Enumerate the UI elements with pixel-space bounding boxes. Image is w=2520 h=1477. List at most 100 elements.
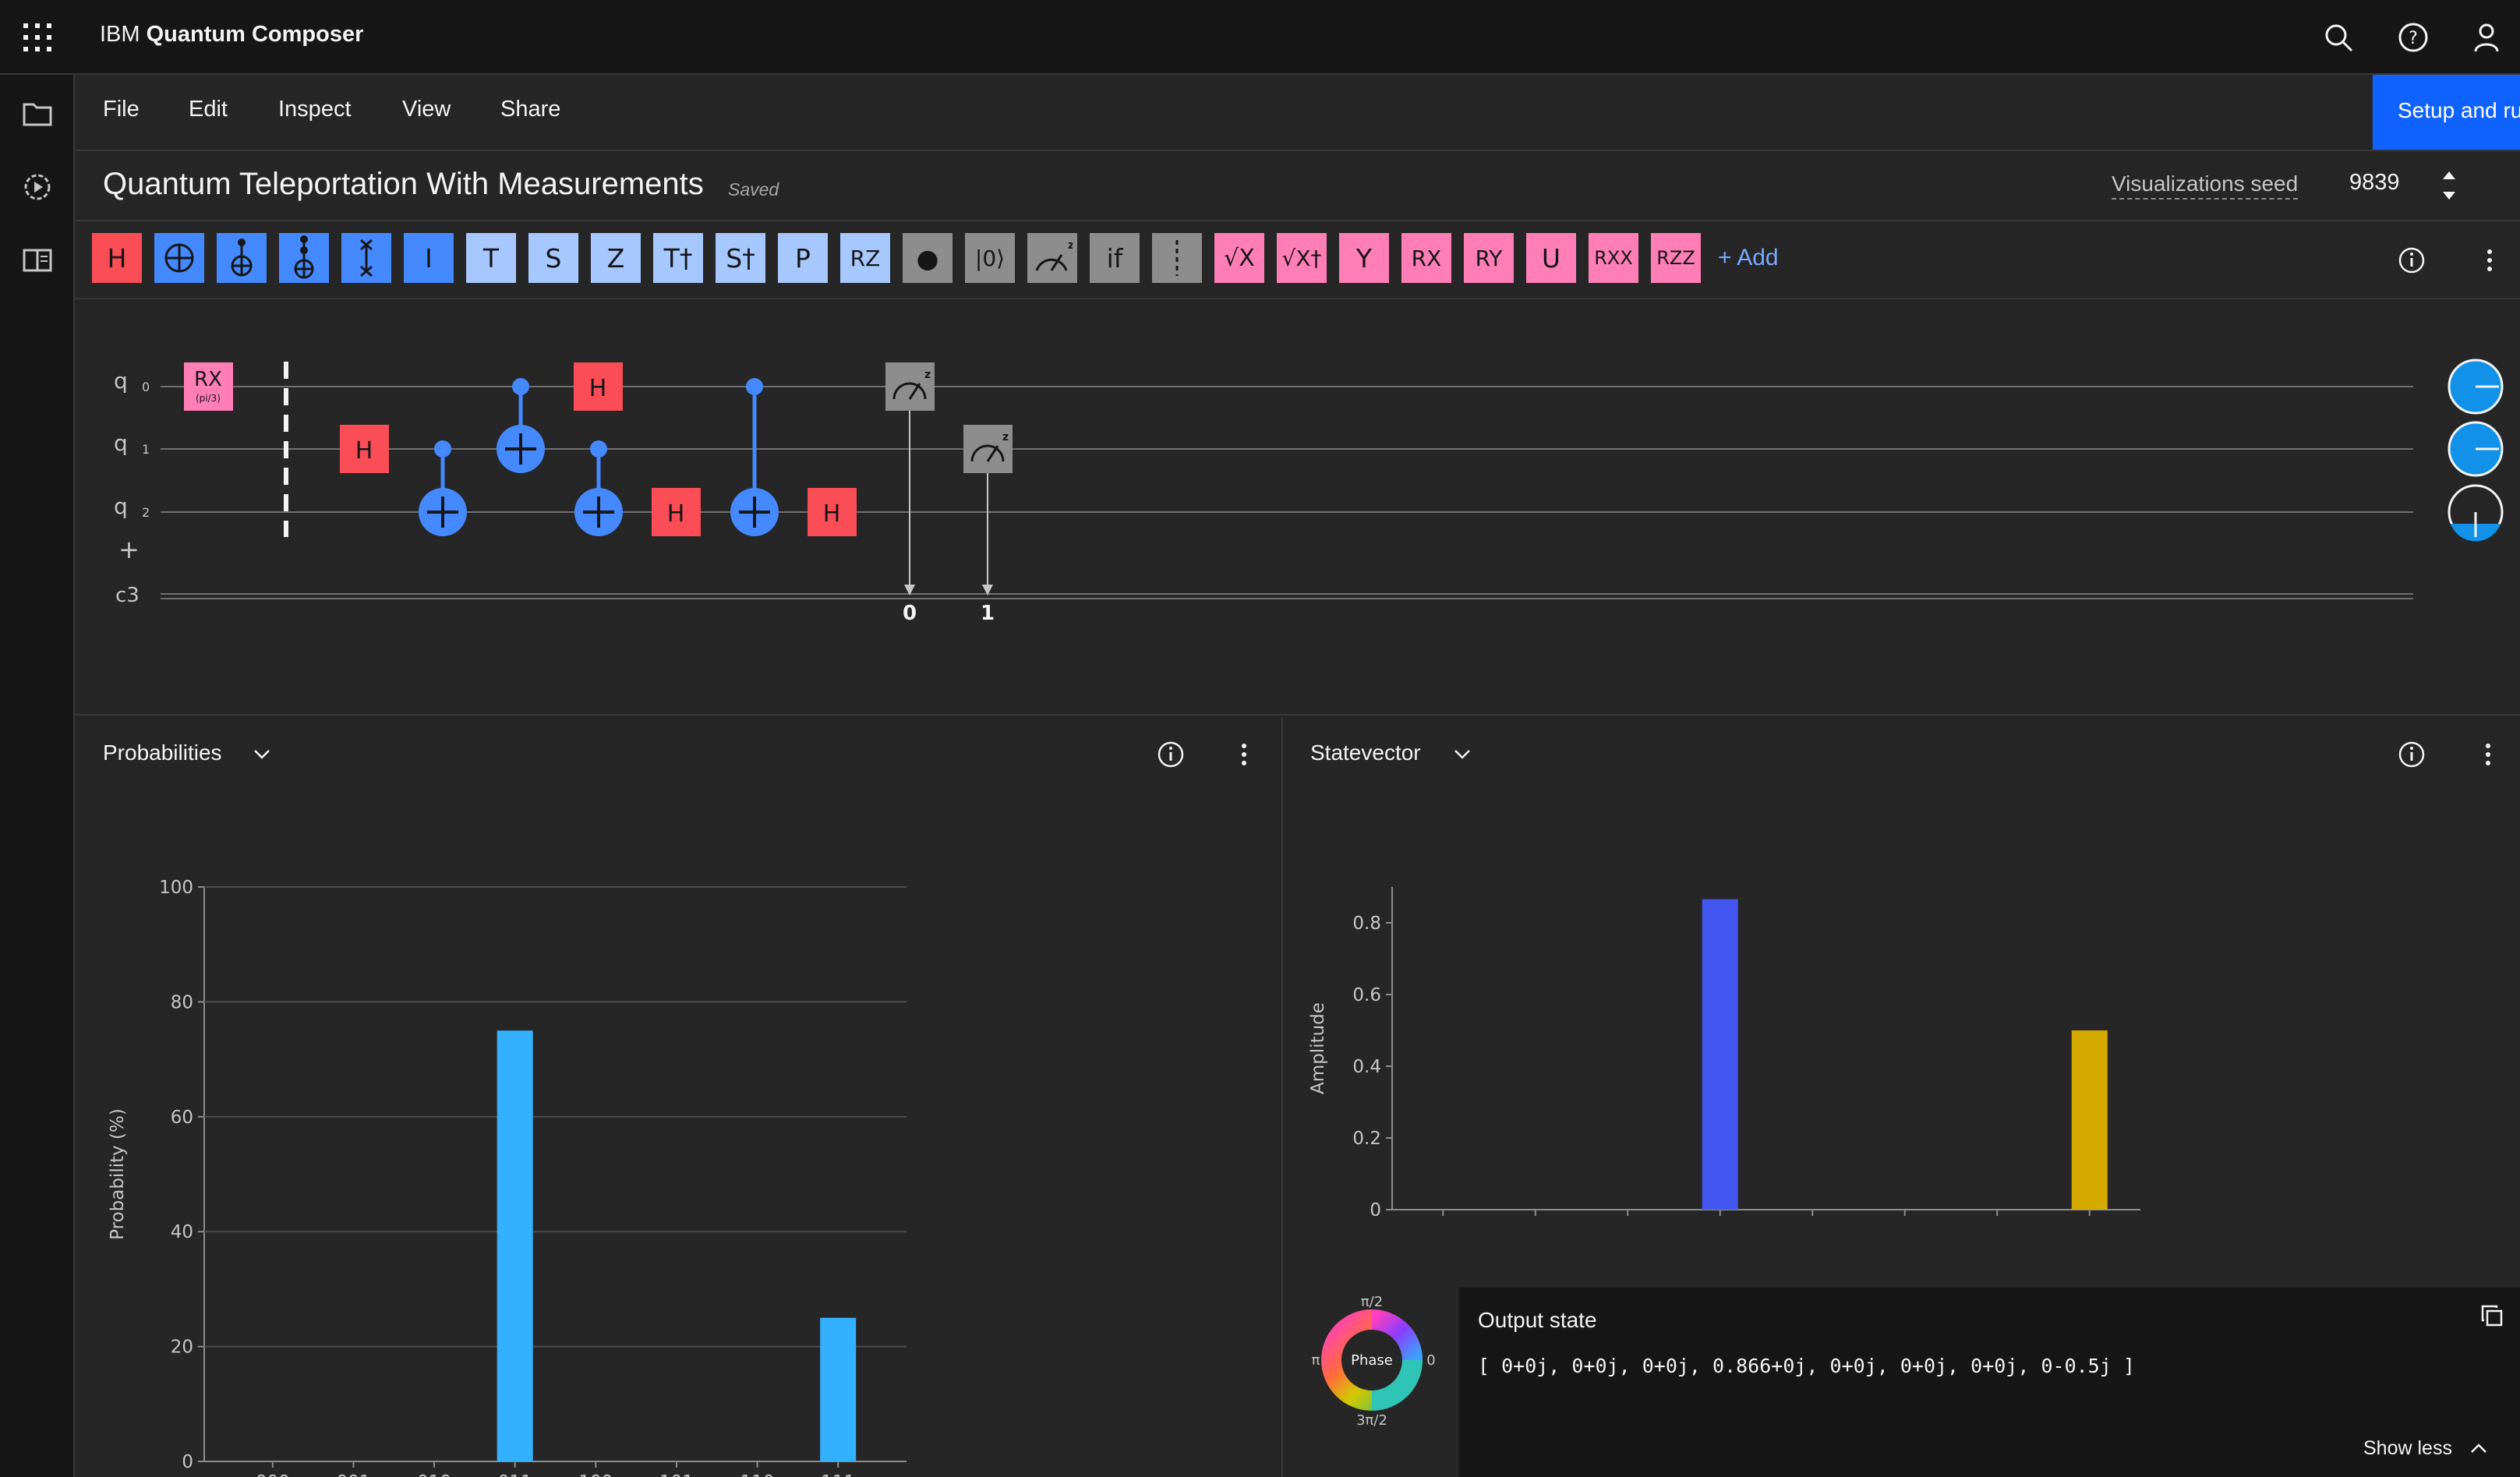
qubit-label-0: q — [114, 368, 128, 394]
y-tick-label: 20 — [171, 1337, 193, 1358]
gate-z[interactable]: Z — [591, 233, 641, 283]
circuit-cx4-control — [746, 378, 763, 395]
circuit-cx2-control — [512, 378, 529, 395]
gate-y[interactable]: Y — [1339, 233, 1389, 283]
top-header: IBM Quantum Composer ? — [0, 0, 2520, 75]
search-icon[interactable] — [2321, 20, 2356, 55]
overflow-menu-icon[interactable] — [2474, 245, 2505, 276]
app-switcher-icon[interactable] — [22, 22, 53, 53]
copy-icon[interactable] — [2479, 1303, 2504, 1328]
probabilities-chart: 020406080100000001010011100101110111Comp… — [108, 878, 907, 1477]
help-icon[interactable]: ? — [2396, 20, 2430, 55]
circuit-h-label-1: H — [355, 437, 373, 465]
gate-h[interactable]: H — [92, 233, 142, 283]
folder-icon[interactable] — [22, 98, 53, 129]
docs-panel-icon[interactable] — [22, 245, 53, 276]
gate-y-label: Y — [1355, 242, 1373, 274]
app-title-name: Quantum Composer — [146, 22, 364, 47]
gate-reset-dot[interactable]: ● — [903, 233, 953, 283]
x-tick-label: 001 — [336, 1472, 370, 1477]
chevron-down-icon[interactable] — [1453, 747, 1472, 762]
user-icon[interactable] — [2469, 20, 2504, 55]
show-less-button[interactable]: Show less — [2363, 1437, 2452, 1459]
menu-view[interactable]: View — [402, 97, 451, 122]
menu-edit[interactable]: Edit — [189, 97, 228, 122]
x-tick-label: 011 — [498, 1472, 532, 1477]
job-history-icon[interactable] — [22, 171, 53, 203]
add-gate-button[interactable]: + Add — [1718, 245, 1779, 270]
app-title-prefix: IBM — [100, 22, 140, 47]
visualizations-seed-label[interactable]: Visualizations seed — [2112, 171, 2299, 200]
gate-if[interactable]: if — [1090, 233, 1140, 283]
output-state-box: Output state [ 0+0j, 0+0j, 0+0j, 0.866+0… — [1459, 1288, 2520, 1477]
gate-measure[interactable]: z — [1027, 233, 1077, 283]
gate-swap[interactable] — [341, 233, 391, 283]
circuit-h-gate-2 — [574, 362, 623, 411]
info-icon[interactable] — [2396, 245, 2427, 276]
gate-rx[interactable]: RX — [1401, 233, 1451, 283]
bar-011 — [497, 1030, 533, 1461]
phase-right-label: 0 — [1426, 1352, 1435, 1369]
overflow-menu-icon[interactable] — [2472, 739, 2504, 770]
gate-p[interactable]: P — [778, 233, 828, 283]
qubit-index-2: 2 — [142, 505, 150, 520]
gate-rxx-label: RXX — [1594, 247, 1633, 269]
phase-wheel: Phase π/2 π 0 3π/2 — [1312, 1294, 1436, 1429]
phase-left-label: π — [1312, 1352, 1320, 1369]
statevector-title[interactable]: Statevector — [1310, 740, 1421, 765]
gate-barrier[interactable] — [1152, 233, 1202, 283]
svg-text:z: z — [924, 369, 931, 381]
gate-u-label: U — [1541, 242, 1561, 274]
seed-stepper-icon[interactable] — [2440, 168, 2458, 203]
gate-rzz-label: RZZ — [1656, 247, 1695, 269]
svg-text:z: z — [1002, 431, 1009, 443]
circuit-title[interactable]: Quantum Teleportation With Measurements — [103, 167, 704, 201]
setup-and-run-label: Setup and run — [2398, 98, 2520, 122]
measure-bit-1: 1 — [981, 602, 995, 625]
gate-rxx[interactable]: RXX — [1589, 233, 1638, 283]
gate-t[interactable]: T — [466, 233, 516, 283]
qubit-index-0: 0 — [142, 380, 150, 394]
gate-tdg[interactable]: T† — [653, 233, 703, 283]
probabilities-title[interactable]: Probabilities — [103, 740, 222, 765]
y-tick-label: 0.2 — [1352, 1129, 1381, 1149]
gate-u[interactable]: U — [1526, 233, 1576, 283]
y-tick-label: 80 — [171, 992, 193, 1012]
gate-cx[interactable] — [217, 233, 267, 283]
gate-rzz[interactable]: RZZ — [1651, 233, 1701, 283]
gate-x[interactable] — [154, 233, 204, 283]
gate-reset[interactable]: |0⟩ — [965, 233, 1015, 283]
gate-sx[interactable]: √X — [1214, 233, 1264, 283]
menu-file[interactable]: File — [103, 97, 140, 122]
chevron-up-icon[interactable] — [2469, 1440, 2488, 1456]
y-tick-label: 0 — [182, 1452, 193, 1472]
gate-sdg[interactable]: S† — [716, 233, 765, 283]
setup-and-run-button[interactable]: Setup and run — [2373, 75, 2520, 150]
barrier-icon — [1175, 240, 1179, 276]
overflow-menu-icon[interactable] — [1228, 739, 1260, 770]
x-tick-label: 010 — [417, 1472, 451, 1477]
gate-ry-label: RY — [1475, 245, 1503, 271]
info-icon[interactable] — [2396, 739, 2427, 770]
qubit-label-1: q — [114, 430, 128, 456]
gate-i[interactable]: I — [404, 233, 454, 283]
circuit-h-gate-1 — [340, 425, 389, 473]
menu-share[interactable]: Share — [500, 97, 561, 122]
circuit-canvas[interactable]: q 0 q 1 q 2 + c3 RX (pi/3) H H — [75, 299, 2520, 716]
phase-top-label: π/2 — [1361, 1294, 1383, 1310]
gate-rz[interactable]: RZ — [840, 233, 890, 283]
gate-ccx[interactable] — [279, 233, 329, 283]
y-tick-label: 0.4 — [1352, 1057, 1381, 1077]
menu-inspect[interactable]: Inspect — [278, 97, 352, 122]
info-icon[interactable] — [1155, 739, 1186, 770]
chevron-down-icon[interactable] — [253, 747, 271, 762]
gate-sxdg[interactable]: √X† — [1277, 233, 1327, 283]
gate-ry[interactable]: RY — [1464, 233, 1514, 283]
visualizations-seed-input[interactable]: 9839 — [2349, 170, 2400, 195]
qubit-index-1: 1 — [142, 442, 150, 457]
circuit-cx3-control — [590, 440, 607, 458]
gate-s[interactable]: S — [528, 233, 578, 283]
x-tick-label: 111 — [821, 1472, 855, 1477]
gate-z-label: Z — [606, 242, 625, 274]
add-qubit-button: + — [118, 535, 140, 564]
